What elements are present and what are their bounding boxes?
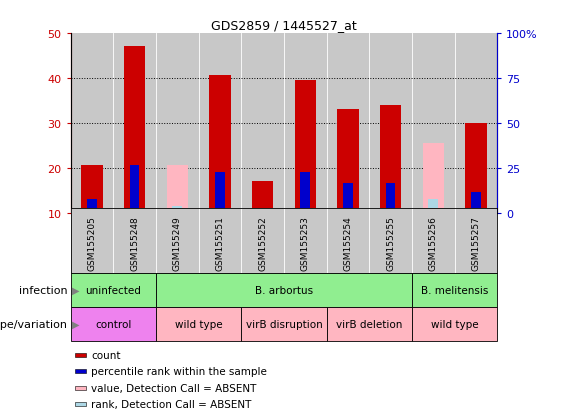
- Bar: [301, 173, 310, 213]
- Bar: [412, 273, 497, 307]
- Text: ▶: ▶: [72, 285, 79, 295]
- Bar: [87, 199, 97, 213]
- Text: B. arbortus: B. arbortus: [255, 285, 313, 295]
- Bar: [209, 76, 231, 213]
- Text: percentile rank within the sample: percentile rank within the sample: [91, 366, 267, 376]
- Text: virB deletion: virB deletion: [336, 319, 402, 329]
- Text: GSM155253: GSM155253: [301, 216, 310, 270]
- Text: GSM155251: GSM155251: [215, 216, 224, 270]
- Bar: [380, 105, 401, 213]
- Text: genotype/variation: genotype/variation: [0, 319, 68, 329]
- Title: GDS2859 / 1445527_at: GDS2859 / 1445527_at: [211, 19, 357, 32]
- Bar: [294, 81, 316, 213]
- Text: infection: infection: [19, 285, 68, 295]
- Bar: [386, 184, 396, 213]
- Bar: [71, 307, 156, 341]
- Text: GSM155252: GSM155252: [258, 216, 267, 270]
- Text: GSM155248: GSM155248: [130, 216, 139, 270]
- Text: ▶: ▶: [72, 319, 79, 329]
- Text: GSM155257: GSM155257: [471, 216, 480, 270]
- Bar: [465, 123, 486, 213]
- Text: virB disruption: virB disruption: [246, 319, 322, 329]
- Bar: [124, 47, 145, 213]
- Bar: [215, 173, 225, 213]
- Bar: [130, 166, 140, 213]
- Text: value, Detection Call = ABSENT: value, Detection Call = ABSENT: [91, 383, 257, 393]
- Text: B. melitensis: B. melitensis: [421, 285, 488, 295]
- Text: GSM155254: GSM155254: [344, 216, 353, 270]
- Bar: [241, 307, 327, 341]
- Text: control: control: [95, 319, 132, 329]
- Bar: [81, 166, 103, 213]
- Bar: [75, 369, 85, 373]
- Text: GSM155205: GSM155205: [88, 216, 97, 270]
- Bar: [156, 307, 241, 341]
- Bar: [471, 193, 481, 213]
- Text: GSM155255: GSM155255: [386, 216, 395, 270]
- Text: count: count: [91, 350, 120, 360]
- Bar: [75, 402, 85, 406]
- Text: rank, Detection Call = ABSENT: rank, Detection Call = ABSENT: [91, 399, 251, 409]
- Bar: [156, 273, 412, 307]
- Text: GSM155249: GSM155249: [173, 216, 182, 270]
- Bar: [343, 184, 353, 213]
- Bar: [412, 307, 497, 341]
- Bar: [327, 307, 412, 341]
- Bar: [252, 182, 273, 213]
- Bar: [428, 199, 438, 213]
- Bar: [423, 143, 444, 213]
- Bar: [75, 386, 85, 390]
- Text: uninfected: uninfected: [85, 285, 141, 295]
- Bar: [71, 273, 156, 307]
- Text: wild type: wild type: [175, 319, 223, 329]
- Bar: [172, 206, 182, 213]
- Bar: [337, 110, 359, 213]
- Text: GSM155256: GSM155256: [429, 216, 438, 270]
- Text: wild type: wild type: [431, 319, 479, 329]
- Bar: [75, 353, 85, 357]
- Bar: [167, 166, 188, 213]
